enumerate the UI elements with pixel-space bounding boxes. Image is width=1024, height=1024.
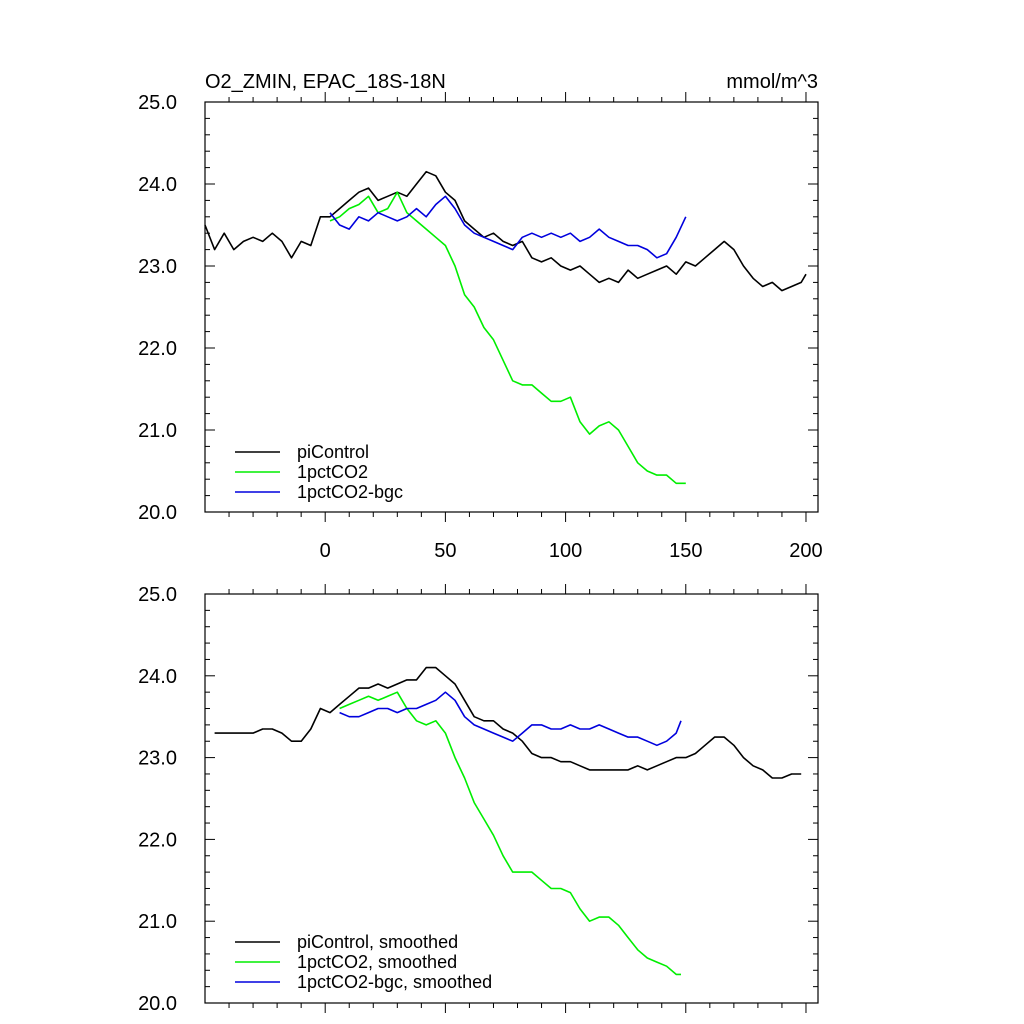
bottom-panel: 20.0 21.0 22.0 23.0 24.0 25.0 piControl, smoot… [138,584,819,1015]
series-line-1pctco2-bgc [329,195,687,259]
series-line-1pctco2 [329,191,686,485]
y-tick-label: 22.0 [138,338,177,360]
x-tick-label: 0 [320,540,331,562]
y-tick-label: 20.0 [138,502,177,524]
legend-label: 1pctCO2, smoothed [297,952,457,972]
y-tick-label: 24.0 [138,174,177,196]
legend-label: 1pctCO2 [297,462,368,482]
y-tick-label: 25.0 [138,92,177,114]
legend-label: 1pctCO2-bgc [297,482,403,502]
legend-label: 1pctCO2-bgc, smoothed [297,972,492,992]
y-tick-label: 25.0 [138,584,177,606]
y-tick-label: 21.0 [138,911,177,933]
y-tick-label: 21.0 [138,420,177,442]
legend-label: piControl [297,442,369,462]
chart-title: O2_ZMIN, EPAC_18S-18N [205,71,446,93]
x-tick-label: 50 [434,540,456,562]
units-label: mmol/m^3 [726,71,818,93]
plot-frame [204,101,819,513]
x-tick-label: 200 [789,540,822,562]
series-line-picontrol-smoothed [214,666,802,779]
x-tick-label: 100 [549,540,582,562]
y-tick-label: 20.0 [138,993,177,1015]
x-tick-label: 150 [669,540,702,562]
series-line-1pctco2-smoothed [339,691,681,976]
y-tick-label: 24.0 [138,666,177,688]
series-line-1pctco2-bgc-smoothed [339,691,682,747]
y-tick-label: 22.0 [138,829,177,851]
y-tick-label: 23.0 [138,748,177,770]
legend-label: piControl, smoothed [297,932,458,952]
series-line-picontrol [204,170,807,292]
plot-frame [204,593,819,1004]
top-panel: O2_ZMIN, EPAC_18S-18N mmol/m^3 20.0 21.0 2… [138,71,823,562]
y-tick-label: 23.0 [138,256,177,278]
